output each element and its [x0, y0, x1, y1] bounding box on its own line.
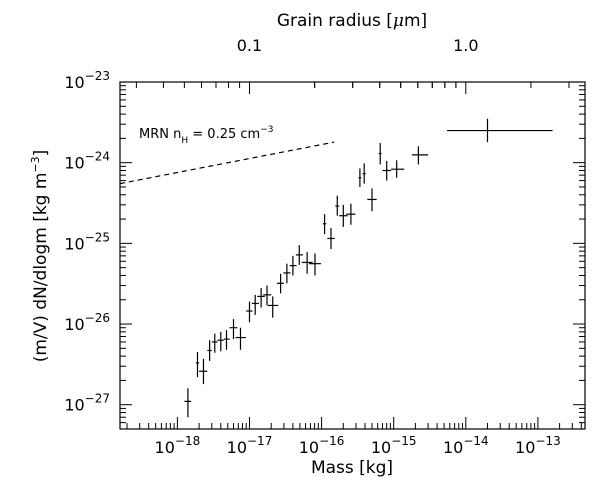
x-tick-label: 10−15	[371, 434, 417, 457]
y-axis-label: (m/V) dN/dlogm [kg m−3]	[29, 150, 51, 363]
x-axis-label: Mass [kg]	[311, 458, 393, 478]
data-point	[235, 327, 246, 350]
data-point	[339, 204, 348, 227]
data-point	[184, 388, 192, 418]
data-point	[367, 188, 377, 212]
data-point	[211, 333, 218, 353]
data-point	[309, 253, 321, 276]
y-axis-label-end: ]	[31, 150, 51, 157]
top-tick-label: 0.1	[237, 36, 262, 55]
data-point	[358, 168, 362, 187]
data-point	[207, 340, 212, 361]
mrn-annotation: MRN nH = 0.25 cm−3	[139, 125, 273, 146]
top-axis-label-end: m]	[404, 11, 427, 31]
y-tick-label: 10−23	[64, 69, 110, 92]
data-point	[335, 195, 340, 216]
data-point	[391, 160, 405, 178]
data-point	[322, 214, 327, 235]
data-point	[412, 146, 429, 165]
mrn-annotation-text: MRN n	[139, 127, 181, 142]
data-point	[301, 252, 313, 274]
data-point	[195, 352, 200, 378]
data-point	[229, 319, 238, 340]
y-tick-label: 10−24	[64, 150, 110, 173]
top-tick-labels: 0.1 1.0	[237, 36, 479, 55]
data-points	[184, 118, 553, 418]
data-point	[223, 330, 230, 350]
data-point	[267, 296, 279, 318]
y-tick-labels: 10−27 10−26 10−25 10−24 10−23	[64, 69, 110, 415]
x-tick-label: 10−16	[299, 434, 345, 457]
x-tick-labels: 10−18 10−17 10−16 10−15 10−14 10−13	[155, 434, 561, 457]
axis-ticks	[120, 81, 585, 430]
mrn-dashed-line	[119, 141, 335, 185]
data-point	[251, 294, 259, 315]
top-axis-label-mu: μ	[393, 11, 404, 31]
mrn-annotation-sup: −3	[260, 125, 273, 135]
y-tick-label: 10−26	[64, 311, 110, 334]
mrn-annotation-end: = 0.25 cm	[188, 127, 260, 142]
y-axis-label-text: (m/V) dN/dlogm [kg m	[31, 173, 51, 363]
y-tick-label: 10−27	[64, 392, 110, 415]
data-point	[246, 301, 253, 323]
top-axis-label-text: Grain radius [	[277, 11, 393, 31]
data-point	[263, 285, 272, 306]
data-point	[346, 203, 356, 225]
top-axis-label: Grain radius [μm]	[277, 11, 427, 31]
data-point	[295, 245, 303, 265]
data-point	[199, 358, 208, 385]
data-point	[276, 273, 284, 294]
data-point	[327, 228, 335, 250]
data-point	[289, 255, 297, 276]
x-tick-label: 10−18	[155, 434, 201, 457]
data-point	[362, 163, 366, 184]
y-axis-label-sup: −3	[29, 156, 42, 172]
data-point	[378, 143, 382, 165]
x-tick-label: 10−14	[443, 434, 489, 457]
data-point	[257, 287, 265, 308]
data-point	[382, 160, 392, 181]
top-tick-label: 1.0	[453, 36, 478, 55]
data-point	[447, 118, 553, 143]
y-tick-label: 10−25	[64, 230, 110, 253]
data-point	[217, 331, 224, 352]
mrn-annotation-sub: H	[181, 136, 188, 146]
x-tick-label: 10−13	[515, 434, 561, 457]
data-point	[283, 263, 291, 284]
x-tick-label: 10−17	[227, 434, 273, 457]
